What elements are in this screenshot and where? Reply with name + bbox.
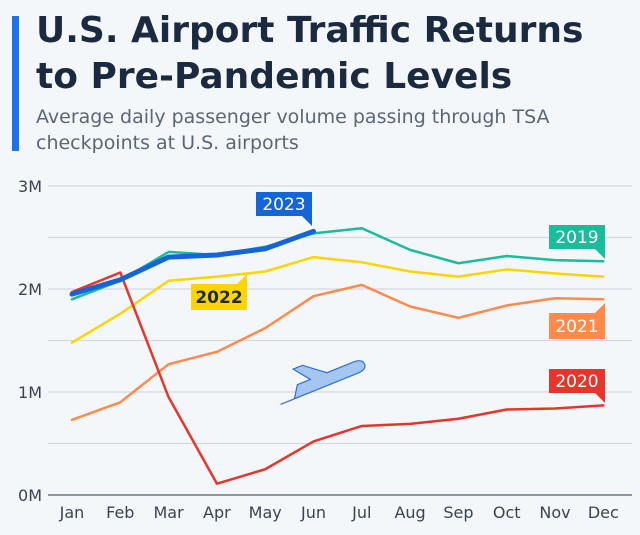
series-label-2022: 2022 xyxy=(195,288,242,308)
series-label-tail xyxy=(595,393,605,403)
x-tick-label: Jun xyxy=(300,503,326,522)
x-tick-label: Aug xyxy=(394,503,425,522)
y-tick-label: 3M xyxy=(18,177,42,196)
y-tick-label: 1M xyxy=(18,383,42,402)
series-line-2022 xyxy=(70,255,605,344)
airplane-shape xyxy=(280,360,366,405)
y-tick-label: 2M xyxy=(18,280,42,299)
x-tick-label: May xyxy=(249,503,282,522)
series-line-2020 xyxy=(70,271,605,485)
series-label-2023: 2023 xyxy=(262,195,305,215)
series-label-2020: 2020 xyxy=(555,372,598,392)
series-label-box-2020 xyxy=(549,369,605,393)
x-tick-label: Jul xyxy=(351,503,371,522)
chart-title: U.S. Airport Traffic Returns to Pre-Pand… xyxy=(36,10,584,97)
x-tick-label: Oct xyxy=(493,503,521,522)
series-line-2023 xyxy=(69,228,316,297)
x-tick-label: Sep xyxy=(443,503,473,522)
series-line-2021 xyxy=(70,283,605,422)
x-tick-label: Dec xyxy=(588,503,619,522)
chart-subtitle: Average daily passenger volume passing t… xyxy=(36,106,550,154)
series-label-box-2022 xyxy=(191,284,247,310)
x-tick-label: Apr xyxy=(203,503,231,522)
x-tick-label: Feb xyxy=(106,503,134,522)
accent-bar xyxy=(12,16,19,151)
series-label-box-2023 xyxy=(256,192,312,216)
x-tick-label: Nov xyxy=(539,503,570,522)
series-label-box-2021 xyxy=(549,313,605,339)
series-label-tail xyxy=(595,303,605,313)
airplane-icon xyxy=(280,360,366,405)
series-label-tail xyxy=(595,249,605,259)
series-label-tail xyxy=(302,216,312,226)
series-label-2019: 2019 xyxy=(555,228,598,248)
y-tick-label: 0M xyxy=(18,486,42,505)
series-label-box-2019 xyxy=(549,225,605,249)
x-tick-label: Mar xyxy=(154,503,185,522)
x-tick-label: Jan xyxy=(59,503,85,522)
series-label-tail xyxy=(237,274,247,284)
series-label-2021: 2021 xyxy=(555,317,598,337)
series-line-2019 xyxy=(70,226,605,301)
